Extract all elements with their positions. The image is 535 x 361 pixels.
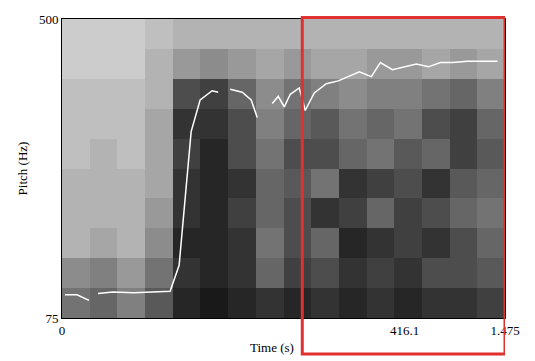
svg-text:500: 500 xyxy=(39,12,59,27)
svg-text:1.475: 1.475 xyxy=(490,323,519,338)
svg-text:416.1: 416.1 xyxy=(390,323,419,338)
svg-text:Pitch (Hz): Pitch (Hz) xyxy=(15,142,30,196)
svg-text:75: 75 xyxy=(45,311,58,326)
svg-text:Time (s): Time (s) xyxy=(250,340,294,355)
svg-text:0: 0 xyxy=(59,323,66,338)
